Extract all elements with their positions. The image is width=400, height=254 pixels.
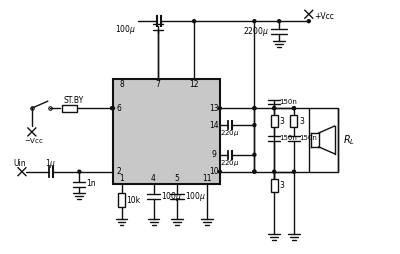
Circle shape [218,107,221,110]
Circle shape [218,170,221,173]
Text: $\mathsf{-Vcc}$: $\mathsf{-Vcc}$ [24,136,44,145]
Bar [118,193,125,207]
Text: $220\mu$: $220\mu$ [220,158,240,168]
Text: 8: 8 [119,80,124,89]
Circle shape [278,20,281,23]
Circle shape [292,107,296,110]
Text: $100\mu$: $100\mu$ [185,190,206,203]
Bar [271,179,278,192]
Text: 2: 2 [116,167,121,176]
Text: 14: 14 [209,121,219,130]
Circle shape [253,170,256,173]
Text: $2200\mu$: $2200\mu$ [243,25,269,38]
Circle shape [273,170,276,173]
Text: 9: 9 [212,150,216,159]
Text: 10: 10 [209,167,219,176]
Circle shape [253,170,256,173]
Text: 12: 12 [189,80,199,89]
Bar [309,108,338,172]
Circle shape [253,107,256,110]
Text: Uin: Uin [14,159,26,168]
Circle shape [110,107,114,110]
Text: $1\mu$: $1\mu$ [45,157,56,170]
Text: $100\mu$: $100\mu$ [115,23,136,36]
Text: 3: 3 [279,117,284,125]
Text: ST.BY: ST.BY [63,96,84,105]
Circle shape [292,170,296,173]
Text: 4: 4 [151,174,156,183]
Circle shape [307,20,310,23]
Circle shape [253,153,256,156]
Text: $220\mu$: $220\mu$ [220,128,240,138]
Circle shape [193,20,196,23]
Text: 3: 3 [279,181,284,190]
Text: 150n: 150n [299,135,317,141]
Text: 6: 6 [116,104,121,113]
Circle shape [253,124,256,126]
Text: 7: 7 [155,80,160,89]
Text: 150n: 150n [279,135,297,141]
Circle shape [112,107,114,110]
Circle shape [292,107,296,110]
Bar [290,115,298,128]
Bar [271,115,278,128]
Text: $R_L$: $R_L$ [344,133,356,147]
Text: 13: 13 [209,104,219,113]
Text: 5: 5 [175,174,180,183]
Circle shape [273,107,276,110]
Bar [62,105,77,112]
Text: 150n: 150n [279,99,297,105]
Text: 1n: 1n [86,179,96,188]
Text: 1: 1 [119,174,124,183]
Text: 11: 11 [202,174,212,183]
Circle shape [273,107,276,110]
Text: 10k: 10k [126,196,140,205]
Circle shape [253,107,256,110]
Text: +Vcc: +Vcc [314,12,334,21]
Circle shape [253,20,256,23]
Bar [113,78,220,184]
Circle shape [78,170,81,173]
Text: $100\mu$: $100\mu$ [162,190,182,203]
Text: 3: 3 [299,117,304,125]
